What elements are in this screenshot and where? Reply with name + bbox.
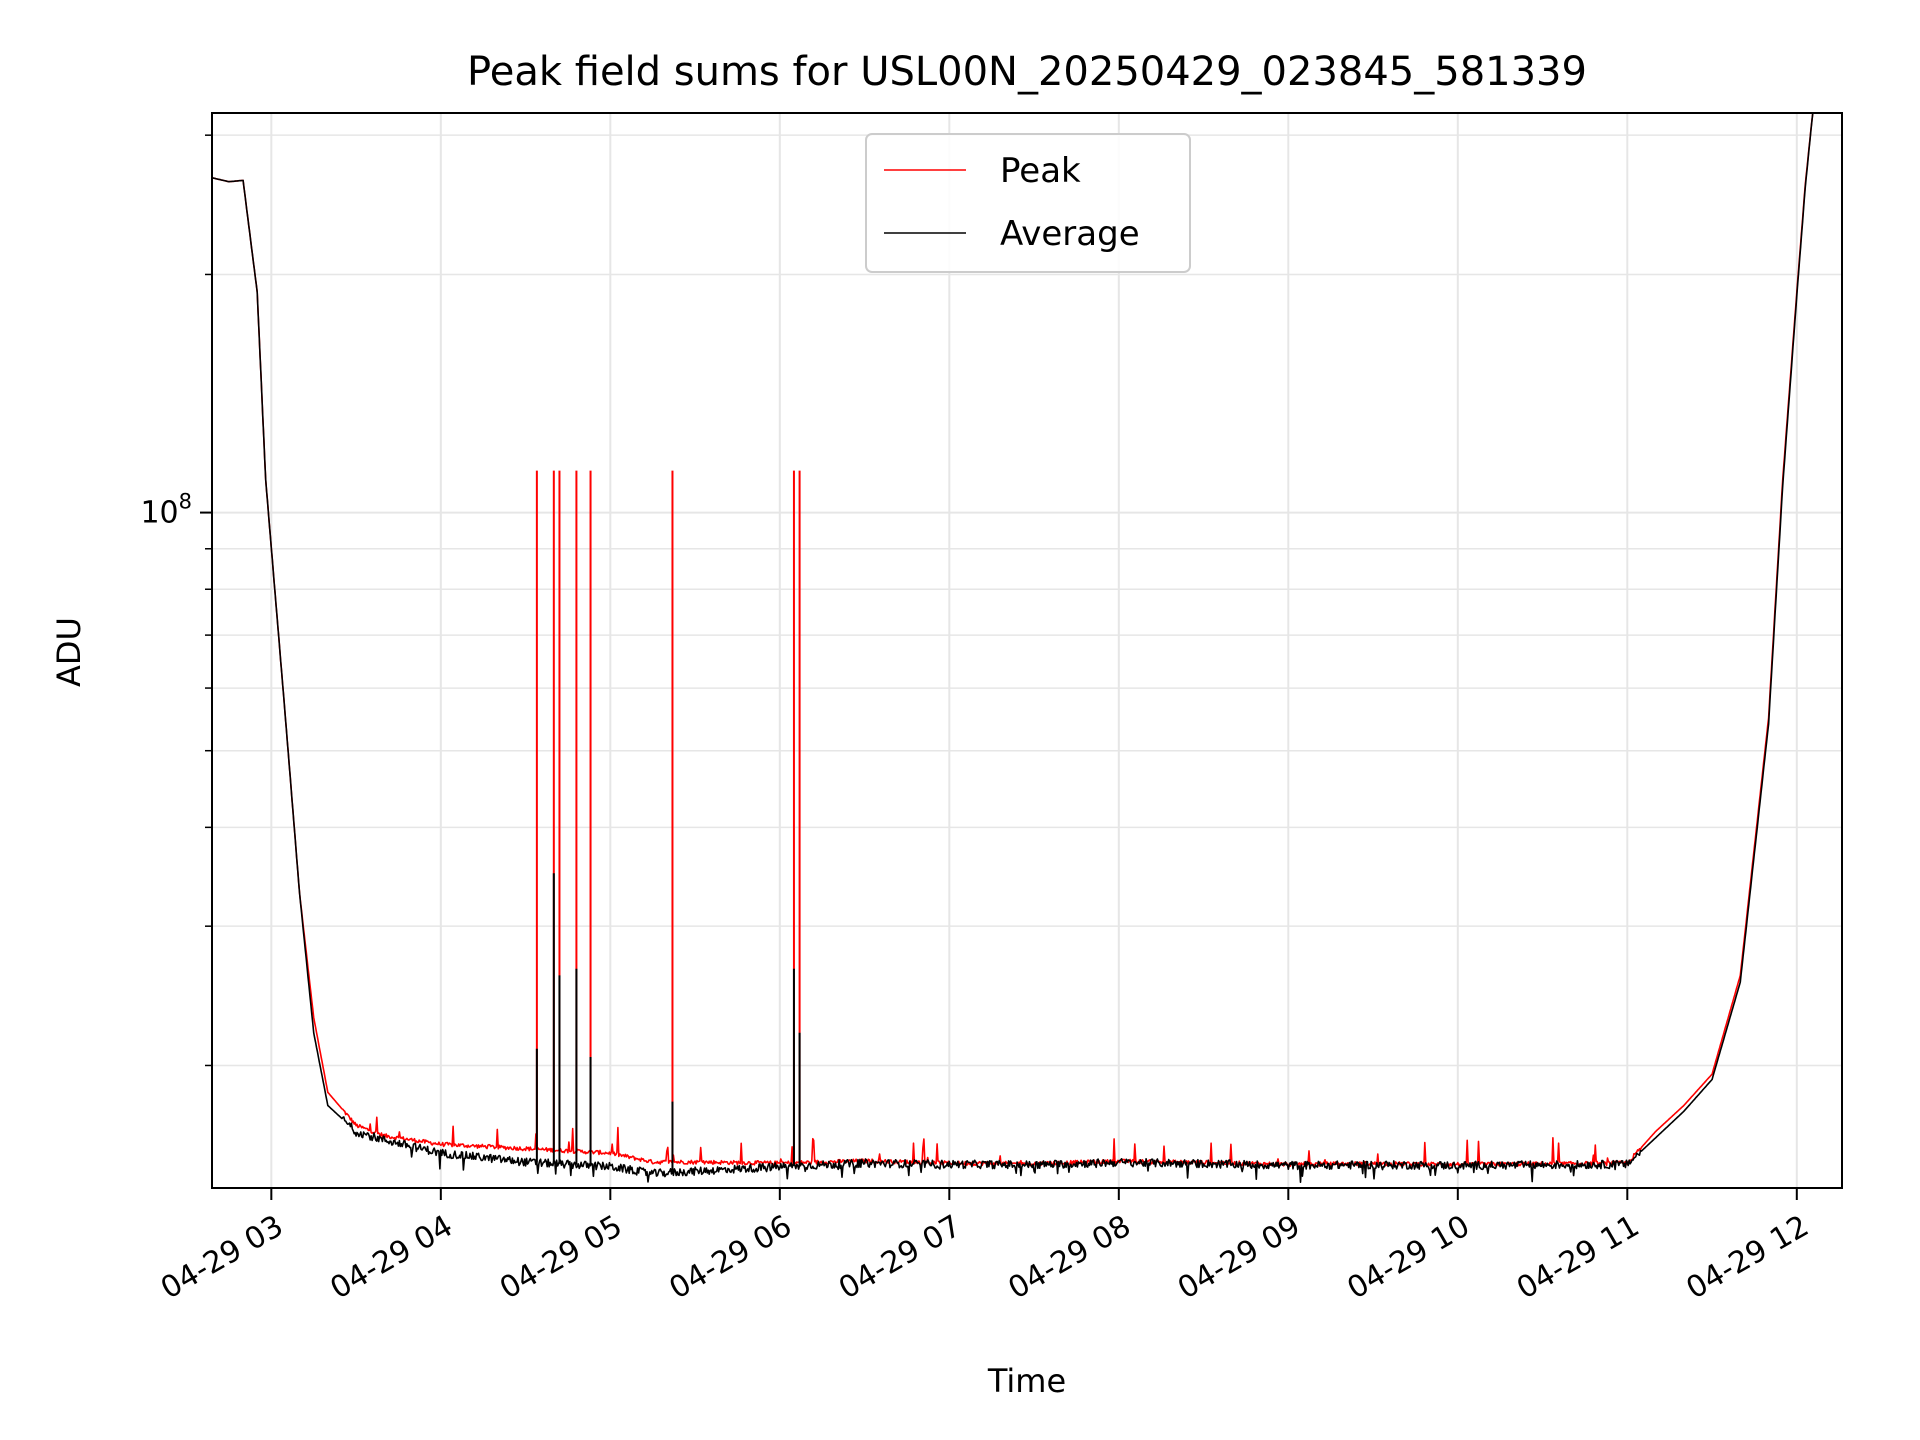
y-axis-label: ADU: [50, 617, 88, 687]
legend-box: [865, 133, 1191, 273]
series-average: [211, 112, 1814, 1183]
y-tick-label: 108: [140, 490, 192, 531]
chart-title: Peak field sums for USL00N_20250429_0238…: [467, 49, 1587, 95]
x-axis-label: Time: [987, 1362, 1066, 1400]
series-line-average: [211, 112, 1814, 1183]
legend: Peak Average: [865, 133, 1191, 273]
series-layer: [211, 112, 1814, 1183]
legend-label-peak: Peak: [1000, 151, 1081, 191]
legend-label-average: Average: [1000, 214, 1140, 254]
plot-frame: [211, 112, 1843, 1189]
